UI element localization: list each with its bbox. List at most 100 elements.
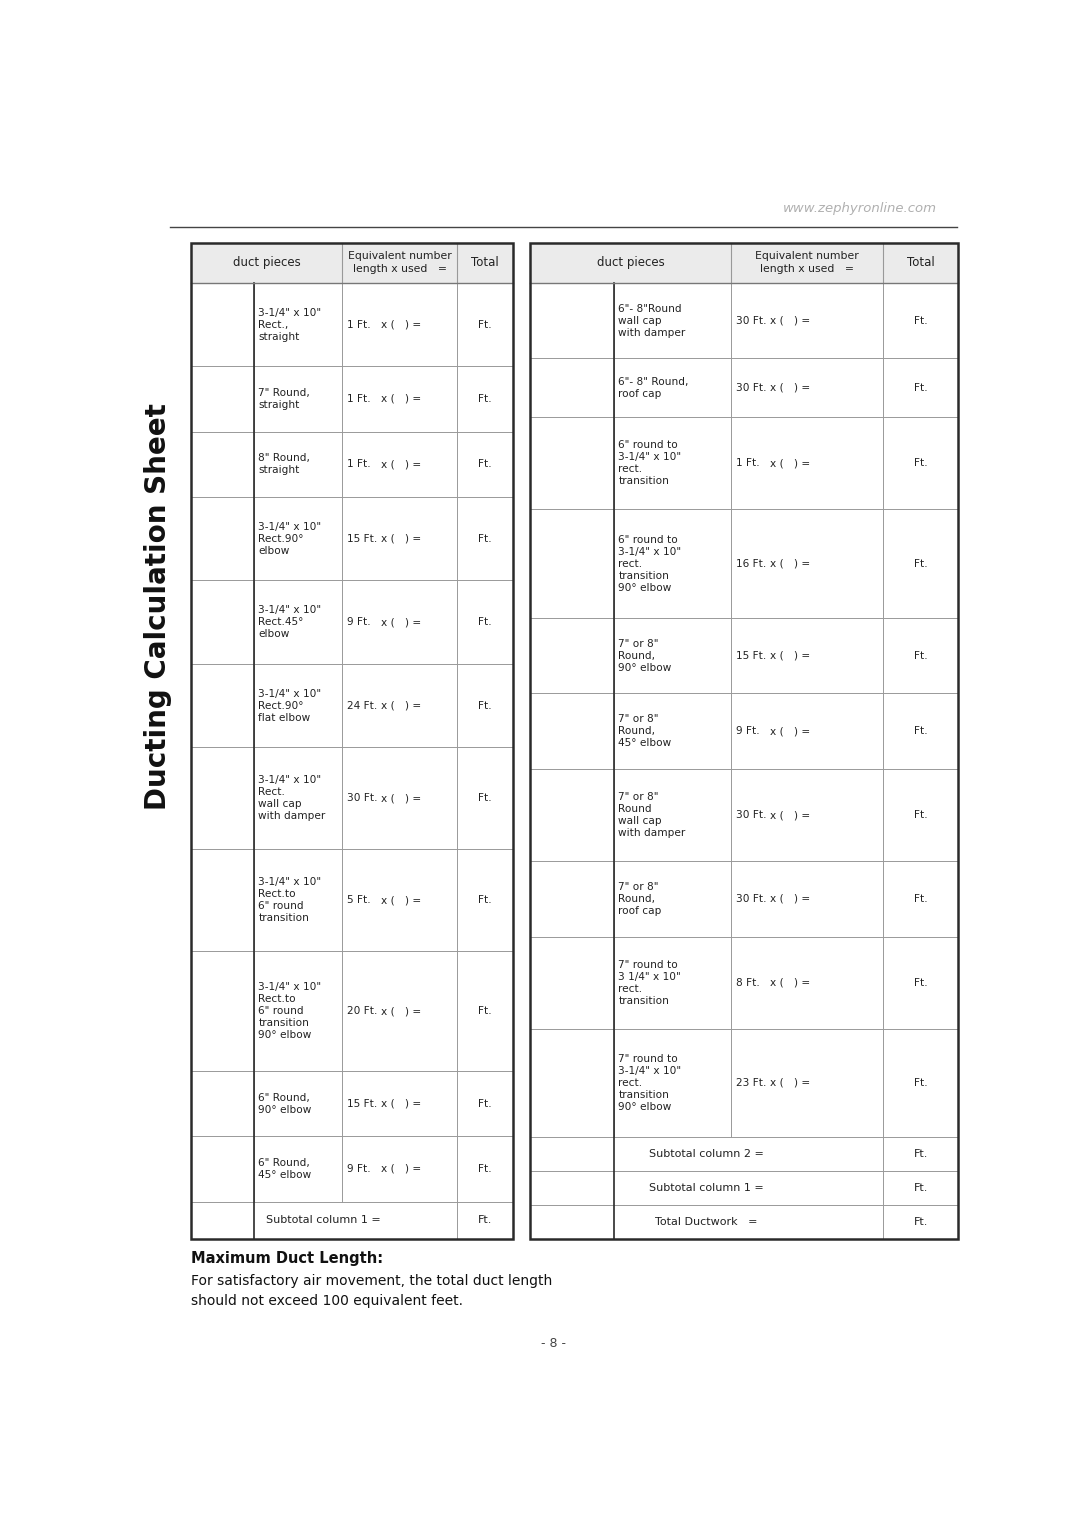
Text: Ft.: Ft. (478, 1164, 491, 1174)
Text: Ft.: Ft. (478, 1006, 491, 1017)
Text: x (   ) =: x ( ) = (381, 320, 421, 330)
Text: 8 Ft.: 8 Ft. (735, 977, 759, 988)
Bar (191, 243, 513, 283)
Text: 15 Ft.: 15 Ft. (347, 534, 377, 544)
Text: x (   ) =: x ( ) = (770, 810, 810, 820)
Text: Ft.: Ft. (478, 894, 491, 905)
Text: x (   ) =: x ( ) = (381, 394, 421, 404)
Text: Ft.: Ft. (478, 394, 491, 404)
Text: x (   ) =: x ( ) = (770, 459, 810, 468)
Text: 7" or 8"
Round,
90° elbow: 7" or 8" Round, 90° elbow (619, 639, 672, 673)
Text: 15 Ft.: 15 Ft. (735, 651, 766, 661)
Text: Subtotal column 1 =: Subtotal column 1 = (267, 1216, 381, 1225)
Text: x (   ) =: x ( ) = (381, 894, 421, 905)
Text: 6"- 8"Round
wall cap
with damper: 6"- 8"Round wall cap with damper (619, 304, 686, 338)
Text: x (   ) =: x ( ) = (770, 651, 810, 661)
Text: Total Ductwork   =: Total Ductwork = (656, 1217, 758, 1228)
Text: 7" or 8"
Round
wall cap
with damper: 7" or 8" Round wall cap with damper (619, 792, 686, 838)
Text: 3-1/4" x 10"
Rect.to
6" round
transition
90° elbow: 3-1/4" x 10" Rect.to 6" round transition… (258, 982, 322, 1040)
Text: Ft.: Ft. (914, 1078, 928, 1089)
Text: 1 Ft.: 1 Ft. (735, 459, 759, 468)
Text: x (   ) =: x ( ) = (770, 1078, 810, 1089)
Text: Ft.: Ft. (914, 558, 928, 569)
Text: 9 Ft.: 9 Ft. (735, 726, 759, 737)
Text: x (   ) =: x ( ) = (770, 726, 810, 737)
Text: Ft.: Ft. (914, 382, 928, 393)
Text: x (   ) =: x ( ) = (770, 977, 810, 988)
Text: x (   ) =: x ( ) = (381, 1099, 421, 1109)
Text: duct pieces: duct pieces (597, 257, 664, 269)
Text: 15 Ft.: 15 Ft. (347, 1099, 377, 1109)
Text: 30 Ft.: 30 Ft. (347, 794, 378, 803)
Text: x (   ) =: x ( ) = (381, 534, 421, 544)
Text: 1 Ft.: 1 Ft. (347, 459, 370, 469)
Text: Ft.: Ft. (478, 700, 491, 711)
Text: 1 Ft.: 1 Ft. (347, 320, 370, 330)
Text: 5 Ft.: 5 Ft. (347, 894, 370, 905)
Text: Ft.: Ft. (478, 794, 491, 803)
Text: 9 Ft.: 9 Ft. (347, 618, 370, 627)
Text: x (   ) =: x ( ) = (770, 315, 810, 326)
Text: Ft.: Ft. (914, 1150, 928, 1159)
Text: Equivalent number
length x used   =: Equivalent number length x used = (755, 251, 859, 274)
Bar (530, 243, 958, 1238)
Text: x (   ) =: x ( ) = (381, 459, 421, 469)
Text: 8" Round,
straight: 8" Round, straight (258, 453, 310, 476)
Text: Ft.: Ft. (914, 1183, 928, 1193)
Text: 24 Ft.: 24 Ft. (347, 700, 377, 711)
Text: 7" round to
3 1/4" x 10"
rect.
transition: 7" round to 3 1/4" x 10" rect. transitio… (619, 960, 681, 1006)
Text: 30 Ft.: 30 Ft. (735, 382, 767, 393)
Text: 7" round to
3-1/4" x 10"
rect.
transition
90° elbow: 7" round to 3-1/4" x 10" rect. transitio… (619, 1053, 681, 1112)
Text: Ft.: Ft. (914, 810, 928, 820)
Text: 7" or 8"
Round,
roof cap: 7" or 8" Round, roof cap (619, 882, 662, 916)
Text: 6" round to
3-1/4" x 10"
rect.
transition: 6" round to 3-1/4" x 10" rect. transitio… (619, 440, 681, 486)
Text: 6" Round,
90° elbow: 6" Round, 90° elbow (258, 1093, 312, 1115)
Text: 9 Ft.: 9 Ft. (347, 1164, 370, 1174)
Text: 6" Round,
45° elbow: 6" Round, 45° elbow (258, 1157, 311, 1180)
Text: - 8 -: - 8 - (541, 1338, 566, 1350)
Text: 6" round to
3-1/4" x 10"
rect.
transition
90° elbow: 6" round to 3-1/4" x 10" rect. transitio… (619, 535, 681, 593)
Text: Total: Total (907, 257, 934, 269)
Text: x (   ) =: x ( ) = (770, 558, 810, 569)
Text: duct pieces: duct pieces (232, 257, 300, 269)
Text: 3-1/4" x 10"
Rect.to
6" round
transition: 3-1/4" x 10" Rect.to 6" round transition (258, 878, 322, 924)
Text: x (   ) =: x ( ) = (381, 1164, 421, 1174)
Text: Ft.: Ft. (914, 459, 928, 468)
Text: Ft.: Ft. (478, 459, 491, 469)
Text: 16 Ft.: 16 Ft. (735, 558, 766, 569)
Text: x (   ) =: x ( ) = (770, 894, 810, 904)
Text: Equivalent number
length x used   =: Equivalent number length x used = (348, 251, 451, 274)
Text: Ft.: Ft. (914, 894, 928, 904)
Text: Ft.: Ft. (477, 1216, 492, 1225)
Text: 3-1/4" x 10"
Rect.
wall cap
with damper: 3-1/4" x 10" Rect. wall cap with damper (258, 775, 325, 821)
Text: Ft.: Ft. (478, 618, 491, 627)
Text: 6"- 8" Round,
roof cap: 6"- 8" Round, roof cap (619, 376, 689, 399)
Text: 3-1/4" x 10"
Rect.45°
elbow: 3-1/4" x 10" Rect.45° elbow (258, 605, 322, 639)
Text: Maximum Duct Length:: Maximum Duct Length: (191, 1251, 383, 1266)
Text: Subtotal column 2 =: Subtotal column 2 = (649, 1150, 765, 1159)
Text: 30 Ft.: 30 Ft. (735, 894, 767, 904)
Text: For satisfactory air movement, the total duct length
should not exceed 100 equiv: For satisfactory air movement, the total… (191, 1274, 552, 1307)
Text: x (   ) =: x ( ) = (381, 700, 421, 711)
Text: Ft.: Ft. (914, 726, 928, 737)
Text: x (   ) =: x ( ) = (381, 618, 421, 627)
Text: 30 Ft.: 30 Ft. (735, 810, 767, 820)
Text: 1 Ft.: 1 Ft. (347, 394, 370, 404)
Text: Ft.: Ft. (478, 534, 491, 544)
Text: x (   ) =: x ( ) = (770, 382, 810, 393)
Text: x (   ) =: x ( ) = (381, 794, 421, 803)
Text: 23 Ft.: 23 Ft. (735, 1078, 767, 1089)
Text: www.zephyronline.com: www.zephyronline.com (783, 202, 937, 216)
Text: Ducting Calculation Sheet: Ducting Calculation Sheet (145, 402, 172, 810)
Text: 3-1/4" x 10"
Rect.90°
elbow: 3-1/4" x 10" Rect.90° elbow (258, 521, 322, 555)
Text: Ft.: Ft. (914, 977, 928, 988)
Text: Ft.: Ft. (914, 1217, 928, 1228)
Text: 7" or 8"
Round,
45° elbow: 7" or 8" Round, 45° elbow (619, 714, 672, 748)
Text: 3-1/4" x 10"
Rect.,
straight: 3-1/4" x 10" Rect., straight (258, 307, 322, 341)
Text: Total: Total (471, 257, 499, 269)
Text: Subtotal column 1 =: Subtotal column 1 = (649, 1183, 764, 1193)
Text: Ft.: Ft. (478, 320, 491, 330)
Bar (191, 243, 513, 1238)
Text: 30 Ft.: 30 Ft. (735, 315, 767, 326)
Text: Ft.: Ft. (914, 651, 928, 661)
